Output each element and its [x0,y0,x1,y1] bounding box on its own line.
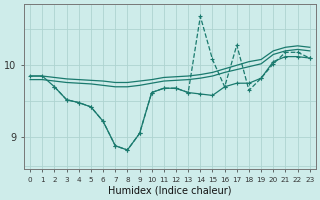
X-axis label: Humidex (Indice chaleur): Humidex (Indice chaleur) [108,186,232,196]
